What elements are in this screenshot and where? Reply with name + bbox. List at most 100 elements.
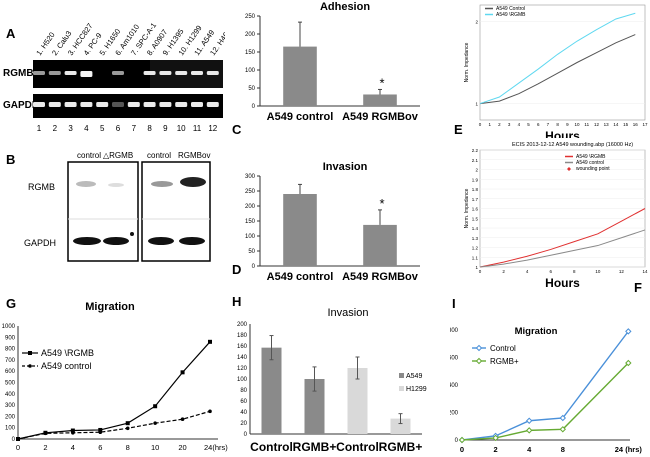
panel-letter-d: D — [232, 262, 242, 277]
x-axis-label: Hours — [545, 276, 580, 290]
x-tick-label: 24(hrs) — [204, 443, 228, 452]
y-tick-label: 200 — [245, 204, 256, 210]
y-tick-label: 1.3 — [472, 236, 479, 241]
y-tick-label: 800 — [450, 328, 459, 334]
panel-letter-c: C — [232, 122, 242, 137]
legend-label: A549 Control — [496, 6, 525, 12]
x-tick-label: 9 — [566, 122, 569, 127]
invasion-bar-chart-d: Invasion 0 50 100 150 200 250 300 A549 control * A… — [245, 161, 420, 283]
blot-band-gapdh-2 — [103, 237, 129, 245]
data-point — [153, 404, 158, 409]
data-point — [625, 359, 632, 367]
x-tick-label: 6 — [98, 443, 102, 452]
bar — [363, 94, 397, 106]
data-point — [125, 421, 130, 426]
migration-line-chart-g: Migration0100200300400500600700800900100… — [2, 301, 228, 452]
x-tick-label: 12 — [619, 269, 625, 274]
y-tick-label: 100 — [245, 68, 256, 74]
y-tick-label: 80 — [240, 388, 247, 394]
blot-header-rgmbov: RGMBov — [178, 151, 210, 160]
series-line — [461, 330, 629, 441]
legend-marker — [475, 357, 483, 365]
gel-gapdh-band — [48, 102, 61, 107]
series-line — [479, 12, 636, 105]
gel-lane-number: 3 — [68, 124, 73, 133]
data-point — [16, 437, 20, 441]
y-tick-label: 500 — [5, 381, 16, 387]
invasion-bar-chart-h: Invasion 0 20 40 60 80 100 120 140 160 180 200 Contr… — [237, 307, 427, 454]
series-line — [479, 208, 646, 268]
gel-lane-number: 6 — [116, 124, 121, 133]
y-tick-label: 2 — [475, 168, 478, 173]
gel-gapdh-band — [33, 102, 45, 107]
y-tick-label: 0 — [455, 438, 459, 444]
y-tick-label: 600 — [5, 369, 16, 375]
x-tick-label: 8 — [556, 122, 559, 127]
x-category-label: A549 RGMBov — [342, 271, 419, 283]
y-tick-label: 150 — [245, 50, 256, 56]
y-tick-label: 0 — [252, 264, 256, 270]
gel-panel: 1. H520 2. Calu3 3. HCC827 4. PC-9 5. H1650 6… — [0, 0, 233, 140]
x-tick-label: 6 — [549, 269, 552, 274]
y-tick-label: 120 — [237, 366, 248, 372]
x-tick-label: 14 — [613, 122, 619, 127]
data-point — [525, 427, 533, 434]
blot-band-rgmb-2 — [108, 183, 124, 187]
x-tick-label: 0 — [16, 443, 20, 452]
y-tick-label: 200 — [237, 322, 248, 328]
adhesion-bar-chart: Adhesion 0 50 100 150 200 250 A549 control * A549… — [245, 1, 420, 123]
data-point — [492, 434, 499, 442]
gel-lane-number: 8 — [147, 124, 152, 133]
x-axis-label: Hours — [545, 129, 580, 138]
x-tick-label: 0 — [479, 122, 482, 127]
legend-label: wounding point — [576, 166, 610, 172]
x-category-label: A549 control — [267, 271, 334, 283]
y-tick-label: 1 — [475, 265, 478, 270]
legend-marker — [567, 167, 571, 171]
x-tick-label: 16 — [633, 122, 639, 127]
bar — [283, 46, 317, 106]
y-tick-label: 140 — [237, 355, 248, 361]
x-tick-label: 8 — [561, 445, 565, 454]
x-category-label: RGMB+ — [379, 440, 423, 454]
y-tick-label: 60 — [240, 399, 247, 405]
gel-rgmb-band — [64, 71, 77, 75]
blot-header-control-1: control — [77, 151, 101, 160]
y-tick-label: 400 — [450, 383, 459, 389]
blot-band-rgmb-4 — [180, 177, 206, 187]
panel-letter-e: E — [454, 122, 463, 137]
x-tick-label: 8 — [126, 443, 130, 452]
bar — [304, 379, 325, 434]
x-tick-label: 14 — [642, 269, 648, 274]
x-tick-label: 0 — [460, 445, 464, 454]
gel-row2-label: GAPDH — [3, 100, 39, 111]
x-category-label: Control — [336, 440, 379, 454]
y-tick-label: 1.2 — [472, 246, 479, 251]
y-tick-label: 20 — [240, 421, 247, 427]
blot-band-rgmb-1 — [76, 181, 96, 187]
gel-gapdh-band — [80, 102, 93, 107]
data-point — [208, 409, 212, 414]
data-point — [180, 370, 185, 375]
chart-title: ECIS 2013-12-12 A549 wounding.abp (16000… — [512, 142, 633, 148]
x-tick-label: 15 — [623, 122, 629, 127]
y-tick-label: 700 — [5, 358, 16, 364]
legend-label: A549 control — [576, 160, 604, 166]
series-line — [479, 34, 636, 105]
y-tick-label: 50 — [248, 86, 255, 92]
blot-band-gapdh-3 — [148, 237, 174, 245]
plot-area — [479, 4, 646, 121]
legend-label: A549 — [406, 373, 422, 380]
gel-rgmb-band — [33, 71, 45, 75]
gel-lane-number: 10 — [177, 124, 186, 133]
gel-rgmb-band — [112, 71, 124, 75]
blot-header-control-2: control — [147, 151, 171, 160]
blot-row2-label: GAPDH — [24, 238, 56, 248]
x-tick-label: 4 — [518, 122, 521, 127]
legend-marker — [28, 364, 32, 368]
data-point — [125, 426, 130, 431]
y-tick-label: 1.1 — [472, 255, 479, 260]
y-tick-label: 50 — [248, 249, 255, 255]
x-tick-label: 5 — [527, 122, 530, 127]
